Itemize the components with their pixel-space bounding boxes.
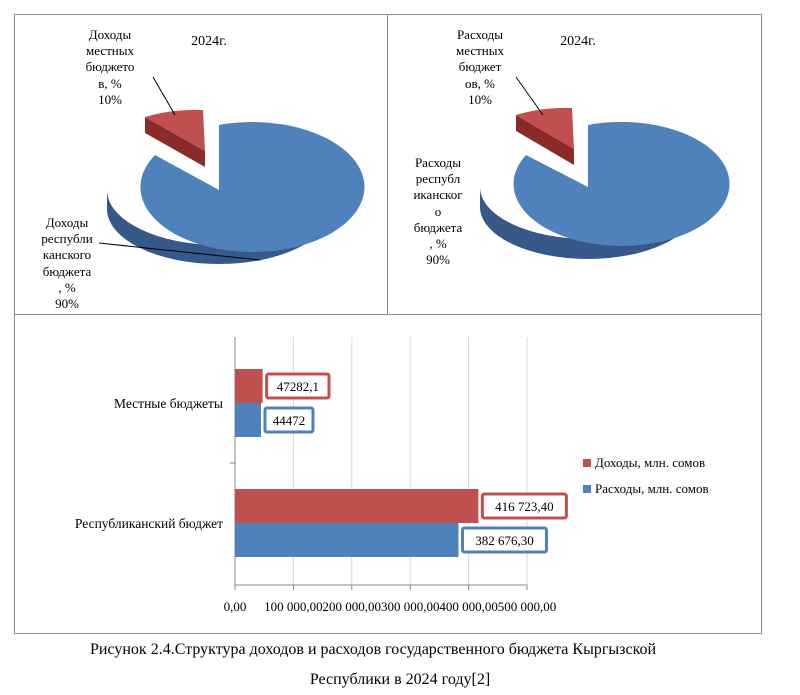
data-label: 47282,1 [277,379,319,394]
expense-slice-local [516,107,574,149]
income-local-label-line: бюджето [86,59,135,74]
category-label: Республиканский бюджет [75,516,223,531]
income-slice-local-side [145,117,205,167]
income-republican-label-line: бюджета [43,264,92,279]
income-republican-label-line: канского [43,247,91,262]
bar [235,489,479,523]
expense-local-leader [515,76,544,116]
expense-republican-label-line: , % [429,236,447,251]
data-label-box [460,526,548,554]
x-tick-label: 0,00 [224,599,247,614]
expense-local-label-line: местных [456,43,504,58]
income-republican-label-line: 90% [55,296,79,311]
income-local-label-line: в, % [98,76,122,91]
legend-swatch [583,459,591,467]
income-slice-local [145,109,205,151]
bar-chart: 47282,1 44472 416 723,40 382 676,30 Местные… [75,337,709,614]
expense-republican-label-line: бюджета [414,220,463,235]
bar-chart-panel: 47282,1 44472 416 723,40 382 676,30 Местные… [14,314,762,634]
income-local-label-line: Доходы [89,27,132,42]
expense-pie-title: 2024г. [560,34,596,49]
expense-republican-label-line: Расходы [415,155,461,170]
category-label: Местные бюджеты [114,396,223,411]
income-republican-leader [98,242,261,261]
bar [235,369,263,403]
expense-local-label: Расходы местных бюджет ов, % 10% [456,27,504,107]
expense-republican-label-line: иканског [413,187,462,202]
legend-label: Расходы, млн. сомов [595,481,709,496]
data-label-box [480,492,568,520]
income-pie-title: 2024г. [191,34,227,49]
figure-caption-line1: Рисунок 2.4.Структура доходов и расходов… [90,641,657,658]
income-local-label-line: 10% [98,92,122,107]
expense-slice-republican [513,121,730,246]
x-tick-label: 100 000,00 [264,599,323,614]
expense-republican-label: Расходы республ иканског о бюджета , % 9… [413,155,462,267]
bar [235,403,261,437]
data-label: 44472 [273,413,306,428]
income-pie-chart: 2024г. Доходы местных бюджето в, % 10% Д… [41,27,365,311]
income-local-leader [152,76,176,116]
expense-republican-label-line: республ [416,171,461,186]
expense-local-label-line: бюджет [459,59,502,74]
income-republican-label-line: , % [58,280,76,295]
income-republican-label: Доходы республи канского бюджета , % 90% [41,215,92,311]
expense-local-label-line: ов, % [465,76,495,91]
x-tick-label: 500 000,00 [498,599,557,614]
legend-label: Доходы, млн. сомов [595,455,705,470]
expense-local-label-line: 10% [468,92,492,107]
legend-swatch [583,485,591,493]
income-local-label: Доходы местных бюджето в, % 10% [86,27,135,107]
income-pie-3d [107,109,365,264]
income-pie-panel: 2024г. Доходы местных бюджето в, % 10% Д… [14,14,389,316]
x-tick-label: 400 000,00 [439,599,498,614]
expense-local-label-line: Расходы [457,27,503,42]
expense-republican-label-line: о [435,204,442,219]
data-label-box [265,372,331,400]
expense-pie-panel: 2024г. Расходы местных бюджет ов, % 10% … [387,14,762,316]
expense-pie-chart: 2024г. Расходы местных бюджет ов, % 10% … [413,27,730,267]
x-tick-label: 300 000,00 [381,599,440,614]
data-label: 416 723,40 [495,499,554,514]
bar [235,523,459,557]
x-tick-label: 200 000,00 [323,599,382,614]
figure-caption-line2: Республики в 2024 году[2] [309,671,491,688]
expense-republican-label-line: 90% [426,252,450,267]
data-label-box [263,406,315,434]
income-local-label-line: местных [86,43,134,58]
data-label: 382 676,30 [475,533,534,548]
expense-pie-3d [480,107,730,259]
expense-slice-local-side [516,115,574,165]
income-slice-republican [140,122,365,253]
income-republican-label-line: республи [41,231,92,246]
income-republican-label-line: Доходы [46,215,89,230]
